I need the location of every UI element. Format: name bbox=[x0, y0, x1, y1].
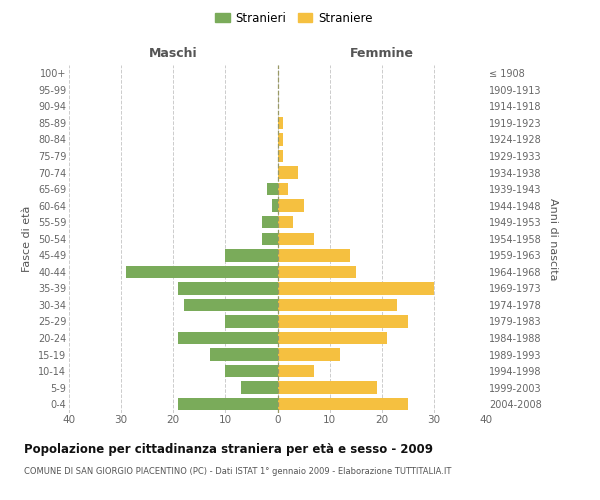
Bar bbox=[277, 266, 356, 278]
Bar bbox=[272, 200, 277, 212]
Bar bbox=[127, 266, 277, 278]
Bar bbox=[178, 332, 277, 344]
Bar bbox=[277, 166, 298, 179]
Bar bbox=[241, 382, 277, 394]
Y-axis label: Fasce di età: Fasce di età bbox=[22, 206, 32, 272]
Text: Maschi: Maschi bbox=[149, 47, 197, 60]
Bar bbox=[277, 116, 283, 129]
Bar bbox=[277, 382, 377, 394]
Bar bbox=[277, 282, 434, 294]
Bar bbox=[184, 298, 277, 311]
Bar bbox=[210, 348, 277, 361]
Bar bbox=[277, 200, 304, 212]
Bar bbox=[262, 232, 277, 245]
Bar bbox=[226, 249, 277, 262]
Bar bbox=[262, 216, 277, 228]
Bar bbox=[178, 282, 277, 294]
Text: Popolazione per cittadinanza straniera per età e sesso - 2009: Popolazione per cittadinanza straniera p… bbox=[24, 442, 433, 456]
Bar bbox=[277, 298, 397, 311]
Bar bbox=[267, 183, 277, 196]
Bar bbox=[277, 249, 350, 262]
Bar bbox=[277, 332, 387, 344]
Bar bbox=[277, 316, 408, 328]
Bar bbox=[277, 365, 314, 378]
Bar bbox=[178, 398, 277, 410]
Bar bbox=[277, 348, 340, 361]
Text: COMUNE DI SAN GIORGIO PIACENTINO (PC) - Dati ISTAT 1° gennaio 2009 - Elaborazion: COMUNE DI SAN GIORGIO PIACENTINO (PC) - … bbox=[24, 468, 451, 476]
Bar bbox=[277, 134, 283, 145]
Bar bbox=[277, 232, 314, 245]
Y-axis label: Anni di nascita: Anni di nascita bbox=[548, 198, 558, 280]
Text: Femmine: Femmine bbox=[350, 47, 414, 60]
Bar bbox=[226, 316, 277, 328]
Bar bbox=[277, 150, 283, 162]
Legend: Stranieri, Straniere: Stranieri, Straniere bbox=[211, 7, 377, 30]
Bar bbox=[226, 365, 277, 378]
Bar bbox=[277, 398, 408, 410]
Bar bbox=[277, 216, 293, 228]
Bar bbox=[277, 183, 288, 196]
